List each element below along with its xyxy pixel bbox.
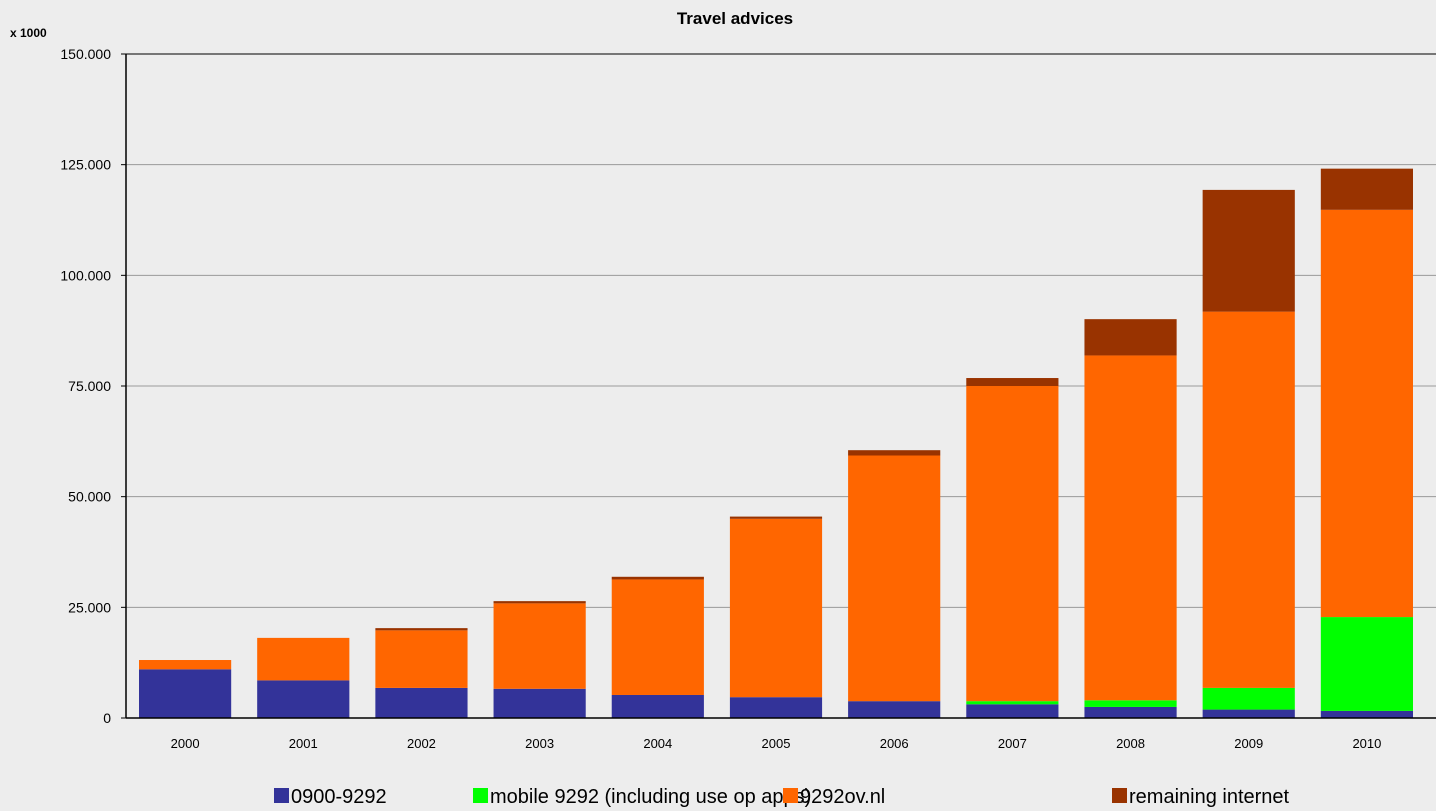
y-tick-label: 50.000 <box>68 489 111 505</box>
y-axis-ticks: 0 25.000 50.000 75.000 100.000 125.000 150.000 <box>60 46 126 726</box>
bar-2010-series-0 <box>1320 710 1413 718</box>
bar-2008-series-0 <box>1084 706 1177 718</box>
x-tick-label: 2005 <box>762 736 791 751</box>
bar-2002-series-3 <box>375 628 468 631</box>
bar-2010-series-1 <box>1320 617 1413 711</box>
y-tick-label: 0 <box>103 710 111 726</box>
bar-2007-series-2 <box>966 386 1059 702</box>
bar-2008-series-3 <box>1084 319 1177 356</box>
x-tick-label: 2006 <box>880 736 909 751</box>
x-tick-label: 2008 <box>1116 736 1145 751</box>
bar-2006-series-3 <box>848 450 941 456</box>
bar-2003-series-3 <box>493 601 586 604</box>
legend-swatch-0 <box>274 788 289 803</box>
bar-2007-series-0 <box>966 704 1059 718</box>
bar-2008-series-2 <box>1084 355 1177 701</box>
legend-swatch-3 <box>1112 788 1127 803</box>
bar-2004-series-0 <box>611 694 704 718</box>
bar-2007-series-1 <box>966 701 1059 705</box>
x-tick-label: 2000 <box>171 736 200 751</box>
y-tick-label: 150.000 <box>60 46 111 62</box>
bar-2010-series-2 <box>1320 209 1413 618</box>
bar-2000-series-2 <box>139 660 232 670</box>
bar-2001-series-2 <box>257 637 350 681</box>
bar-2006-series-2 <box>848 455 941 702</box>
bar-2005-series-2 <box>729 518 823 698</box>
bar-2005-series-3 <box>729 516 823 519</box>
legend-swatch-1 <box>473 788 488 803</box>
bar-2002-series-2 <box>375 630 468 688</box>
bar-2009-series-1 <box>1202 687 1295 710</box>
bar-2004-series-2 <box>611 579 704 695</box>
bar-2000-series-0 <box>139 669 232 718</box>
x-tick-label: 2007 <box>998 736 1027 751</box>
bar-2009-series-0 <box>1202 709 1295 718</box>
y-tick-label: 75.000 <box>68 378 111 394</box>
bar-2009-series-3 <box>1202 189 1295 312</box>
bar-2004-series-3 <box>611 576 704 580</box>
bar-2001-series-0 <box>257 680 350 718</box>
x-tick-label: 2001 <box>289 736 318 751</box>
x-axis-ticks: 2000 2001 2002 2003 2004 2005 2006 2007 2008 2009… <box>171 736 1382 751</box>
legend-label-1: mobile 9292 (including use op apps) <box>490 786 811 808</box>
y-tick-label: 25.000 <box>68 599 111 615</box>
chart-title: Travel advices <box>677 9 793 28</box>
bars <box>139 168 1413 718</box>
bar-2008-series-1 <box>1084 700 1177 707</box>
y-tick-label: 100.000 <box>60 267 111 283</box>
bar-2006-series-0 <box>848 701 941 718</box>
y-tick-label: 125.000 <box>60 157 111 173</box>
x-tick-label: 2003 <box>525 736 554 751</box>
bar-2007-series-3 <box>966 378 1059 386</box>
x-tick-label: 2002 <box>407 736 436 751</box>
legend-swatch-2 <box>783 788 798 803</box>
bar-2005-series-0 <box>729 697 823 718</box>
legend-label-3: remaining internet <box>1129 786 1290 808</box>
x-tick-label: 2009 <box>1234 736 1263 751</box>
bar-2003-series-2 <box>493 603 586 689</box>
legend-label-2: 9292ov.nl <box>800 786 885 808</box>
bar-2002-series-0 <box>375 687 468 718</box>
x-tick-label: 2010 <box>1352 736 1381 751</box>
bar-2010-series-3 <box>1320 168 1413 210</box>
unit-label: x 1000 <box>10 26 47 40</box>
bar-2009-series-2 <box>1202 311 1295 688</box>
legend: 0900-9292 mobile 9292 (including use op a… <box>274 786 1290 808</box>
x-tick-label: 2004 <box>643 736 672 751</box>
legend-label-0: 0900-9292 <box>291 786 387 808</box>
bar-2003-series-0 <box>493 688 586 718</box>
